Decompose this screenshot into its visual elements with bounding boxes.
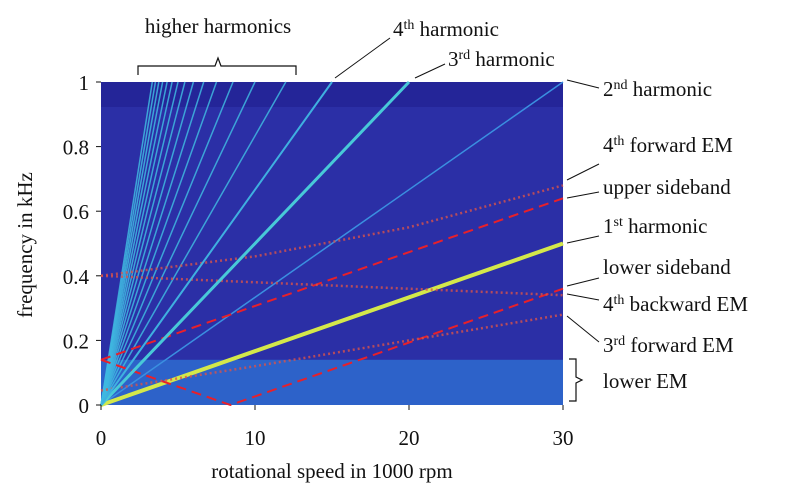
annotation-label: 3rd harmonic [448, 47, 555, 71]
y-tick-label: 0 [79, 394, 90, 418]
label-superscript: st [614, 215, 623, 230]
annotation-label: lower EM [603, 369, 688, 393]
label-text: 2 [603, 77, 614, 101]
label-text: upper sideband [603, 175, 731, 199]
label-text: 4 [603, 292, 614, 316]
y-tick-label: 0.8 [63, 136, 89, 160]
higher-harmonic-line [100, 81, 173, 406]
series-line [100, 184, 564, 278]
label-text: forward EM [624, 133, 733, 157]
annotation-label: 4th forward EM [603, 133, 733, 157]
annotation-label: 4th harmonic [393, 17, 499, 41]
bracket [569, 358, 584, 402]
series-line [100, 241, 564, 407]
annotation-label: upper sideband [603, 175, 731, 199]
x-axis-label: rotational speed in 1000 rpm [211, 459, 452, 483]
pointer-line [566, 235, 600, 244]
series-line [100, 313, 564, 392]
annotation-label: 4th backward EM [603, 292, 748, 316]
higher-harmonics-label: higher harmonics [145, 14, 291, 38]
pointer-line [334, 37, 391, 79]
series-line [100, 81, 333, 406]
y-tick-label: 1 [79, 71, 90, 95]
y-tick-label: 0.6 [63, 200, 89, 224]
series-line [99, 80, 411, 407]
series-line [100, 81, 564, 406]
label-superscript: rd [459, 48, 471, 63]
pointer-line [566, 191, 600, 199]
pointer-line [566, 277, 600, 287]
higher-harmonic-line [100, 81, 256, 406]
label-superscript: th [404, 18, 415, 33]
annotation-label: 2nd harmonic [603, 77, 712, 101]
higher-harmonic-line [100, 81, 205, 406]
label-text: harmonic [628, 77, 713, 101]
label-text: lower sideband [603, 255, 731, 279]
pointer-line [566, 293, 600, 301]
annotation-label: lower sideband [603, 255, 731, 279]
label-superscript: th [614, 293, 625, 308]
annotation-label: 1st harmonic [603, 214, 707, 238]
pointer-line [566, 315, 600, 343]
label-text: 1 [603, 214, 614, 238]
y-tick-label: 0.4 [63, 265, 90, 289]
label-superscript: nd [614, 78, 628, 93]
label-superscript: th [614, 134, 625, 149]
higher-harmonic-line [100, 81, 218, 406]
label-text: harmonic [414, 17, 499, 41]
higher-harmonic-line [100, 81, 186, 406]
label-text: 3 [603, 333, 614, 357]
x-tick-label: 0 [96, 426, 107, 450]
higher-harmonic-line [100, 81, 287, 406]
label-superscript: rd [614, 334, 626, 349]
plot-top-shade [101, 82, 563, 107]
y-axis-label: frequency in kHz [13, 172, 37, 318]
bracket [137, 56, 297, 75]
higher-harmonic-line [100, 81, 195, 406]
series-line [100, 197, 564, 361]
label-text: harmonic [470, 47, 555, 71]
higher-harmonic-line [100, 81, 179, 406]
series-line [100, 274, 564, 297]
x-tick-label: 20 [399, 426, 420, 450]
series-line [100, 287, 564, 407]
pointer-line [566, 163, 600, 181]
pointer-line [414, 63, 446, 79]
label-text: backward EM [624, 292, 748, 316]
x-tick-label: 10 [245, 426, 266, 450]
label-text: lower EM [603, 369, 688, 393]
label-text: harmonic [623, 214, 708, 238]
x-tick-label: 30 [553, 426, 574, 450]
higher-harmonic-line [100, 81, 154, 406]
label-text: 4 [393, 17, 404, 41]
pointer-line [566, 79, 600, 89]
label-text: forward EM [625, 333, 734, 357]
label-text: 3 [448, 47, 459, 71]
label-text: 4 [603, 133, 614, 157]
annotation-label: 3rd forward EM [603, 333, 734, 357]
y-tick-label: 0.2 [63, 329, 89, 353]
lower-em-band [101, 359, 563, 405]
